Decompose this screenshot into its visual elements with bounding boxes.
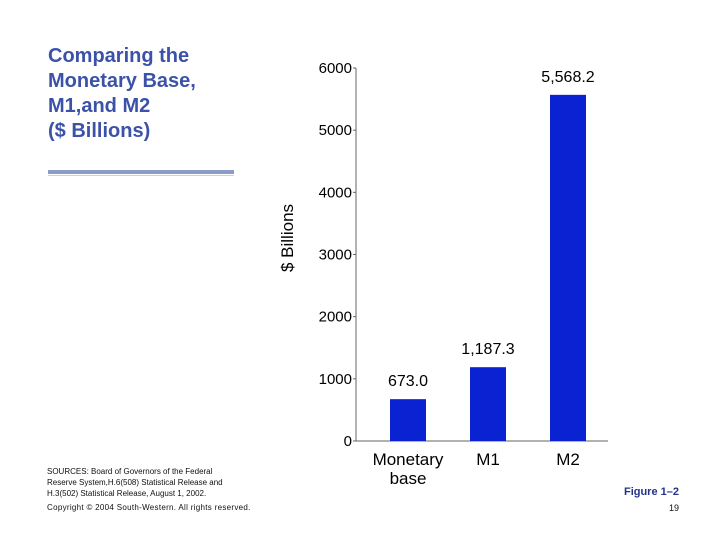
bar (550, 95, 586, 441)
y-tick-label: 4000 (319, 184, 352, 201)
sources-note: SOURCES: Board of Governors of the Feder… (47, 466, 297, 499)
x-tick-label: M2 (556, 450, 580, 469)
y-tick-label: 1000 (319, 371, 352, 388)
sources-line: Reserve System,H.6(508) Statistical Rele… (47, 477, 297, 488)
page-number: 19 (669, 503, 679, 513)
y-tick-label: 6000 (319, 60, 352, 77)
figure-label: Figure 1–2 (624, 486, 679, 498)
y-axis-label: $ Billions (278, 204, 297, 272)
x-tick-label: base (390, 469, 427, 488)
sources-line: SOURCES: Board of Governors of the Feder… (47, 466, 297, 477)
value-label: 5,568.2 (541, 69, 594, 86)
y-tick-label: 5000 (319, 122, 352, 139)
value-label: 1,187.3 (461, 341, 514, 358)
y-tick-label: 2000 (319, 309, 352, 326)
y-tick-label: 3000 (319, 247, 352, 264)
y-tick-label: 0 (344, 433, 352, 450)
copyright-text: Copyright © 2004 South-Western. All righ… (47, 503, 251, 512)
x-tick-label: Monetary (373, 450, 444, 469)
x-tick-label: M1 (476, 450, 500, 469)
x-ticks: Monetarybase M1 M2 (373, 450, 580, 488)
y-ticks: 0 1000 2000 3000 4000 5000 6000 (319, 60, 356, 450)
bar (470, 367, 506, 441)
value-label: 673.0 (388, 373, 428, 390)
bar (390, 399, 426, 441)
sources-line: H.3(502) Statistical Release, August 1, … (47, 488, 297, 499)
